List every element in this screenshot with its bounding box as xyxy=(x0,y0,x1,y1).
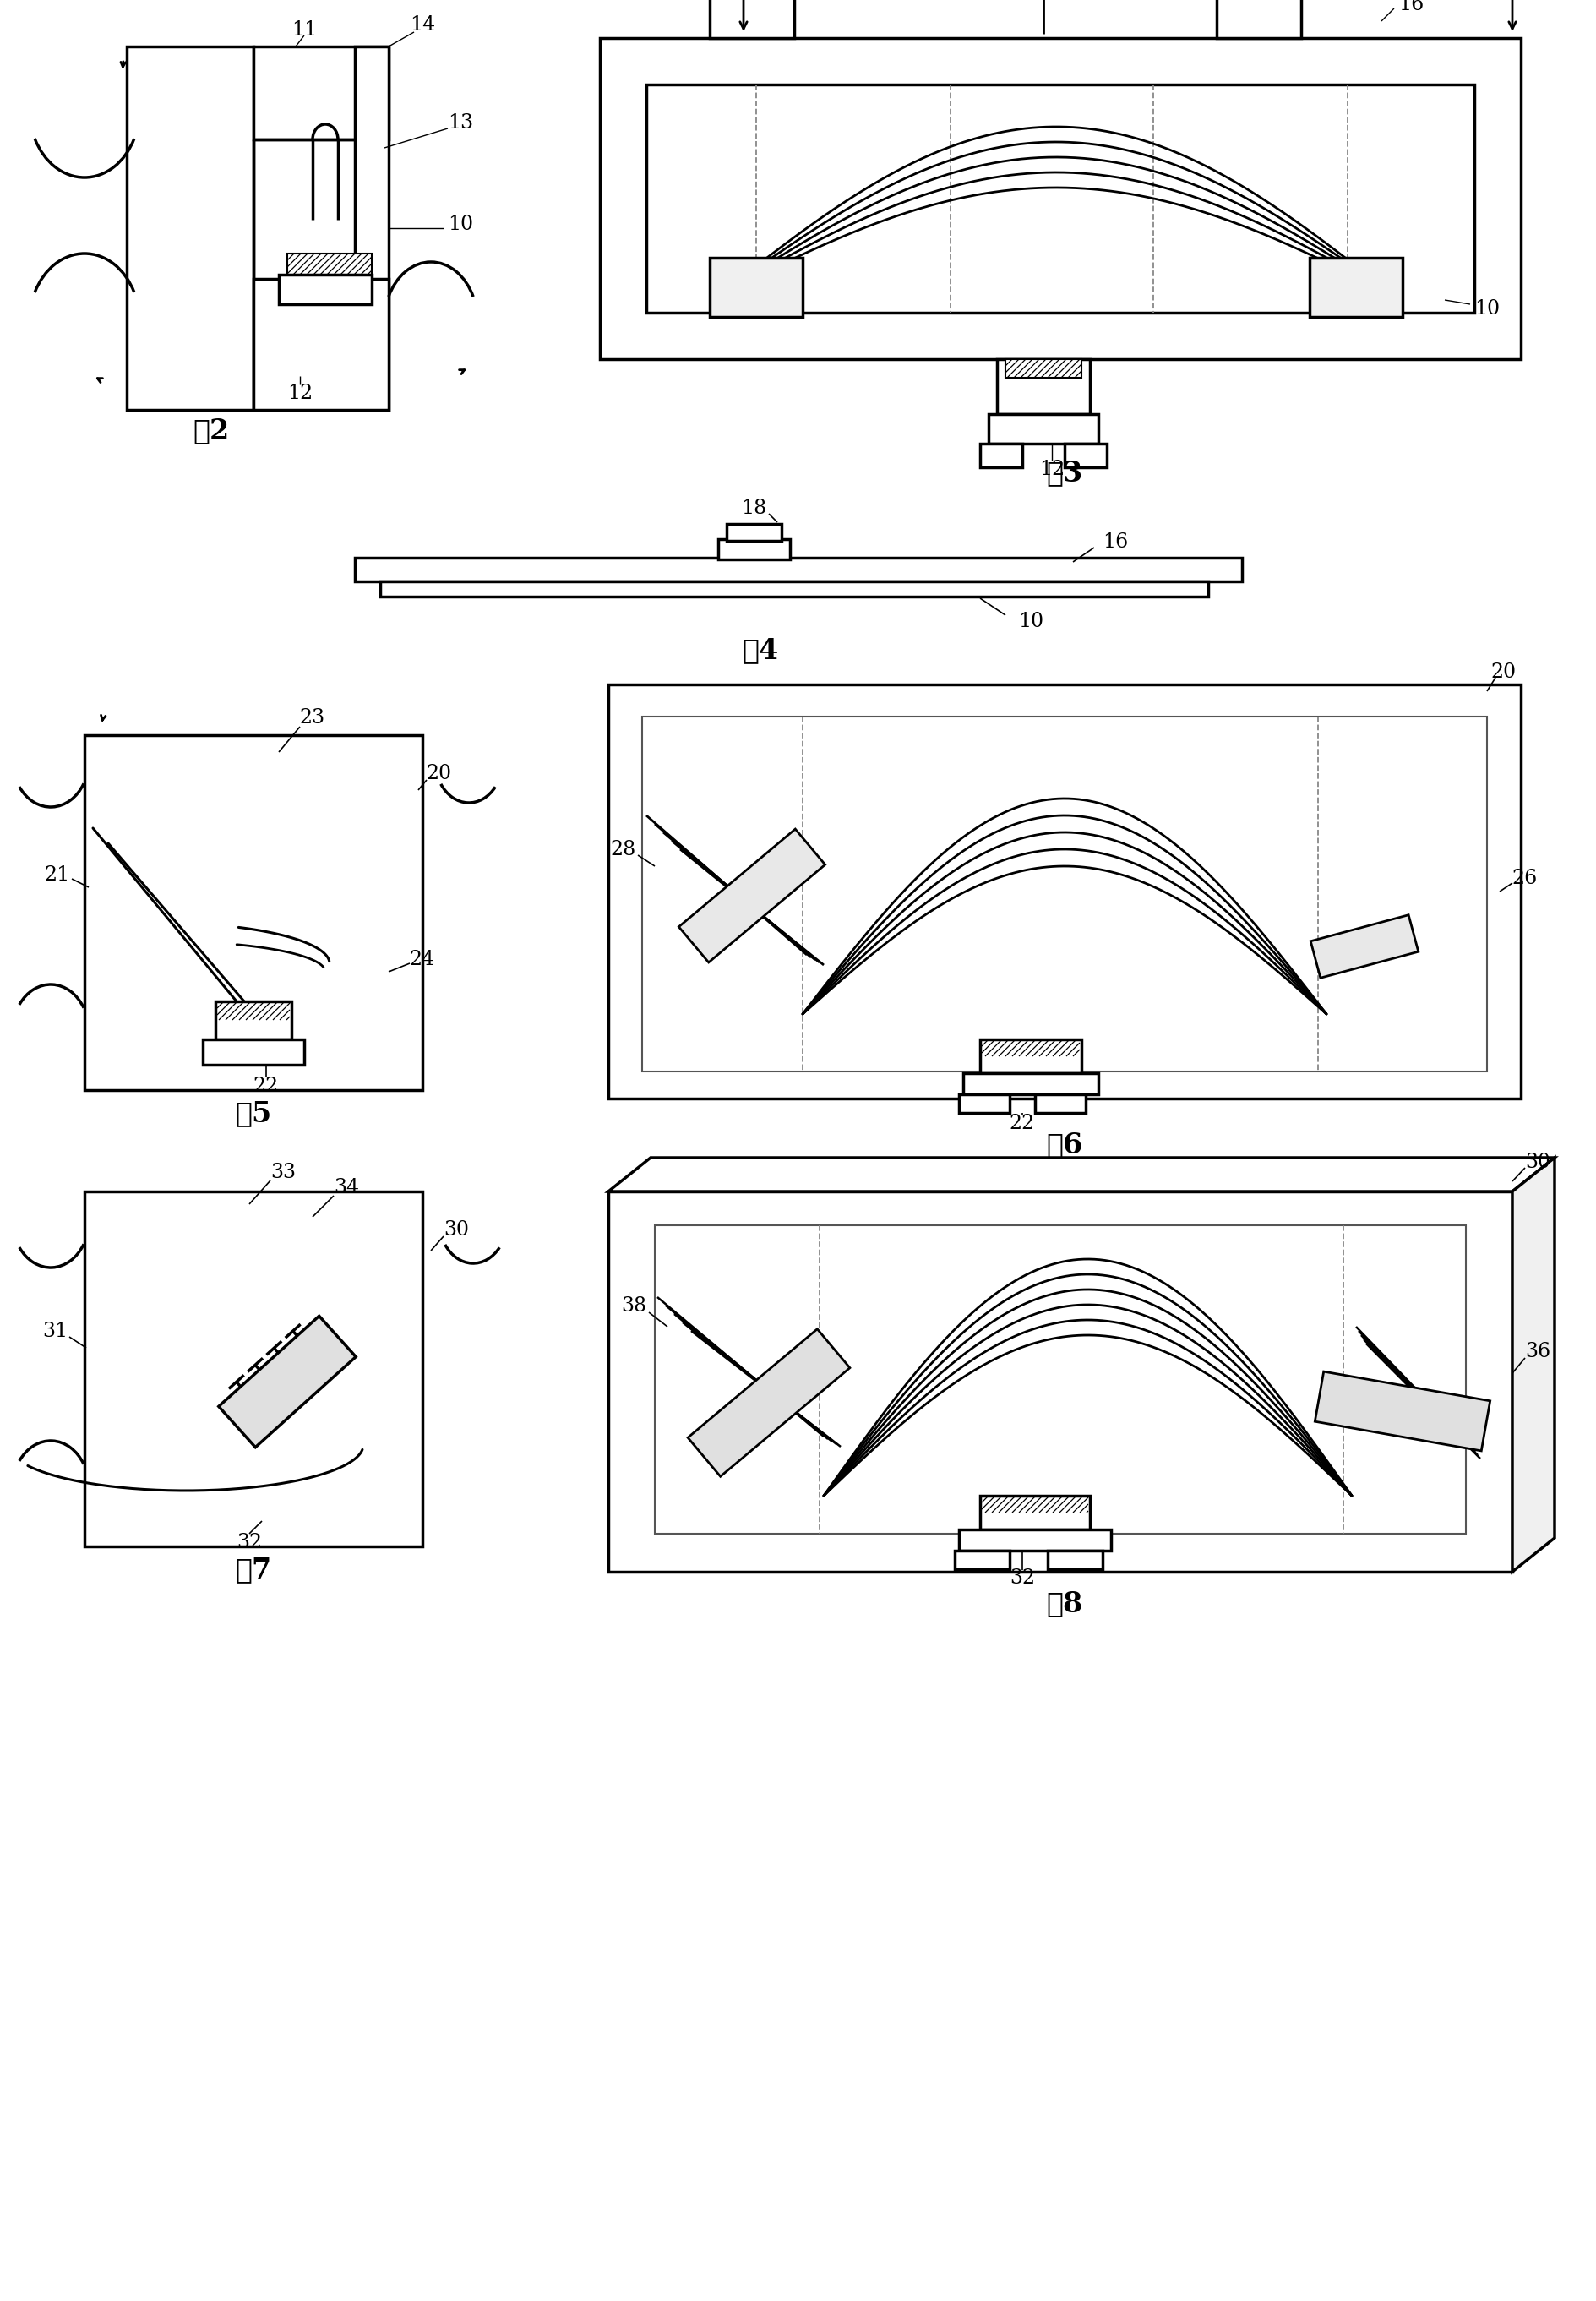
Polygon shape xyxy=(678,828,825,962)
Bar xyxy=(279,274,372,304)
Bar xyxy=(954,1551,1010,1569)
Bar xyxy=(1047,1551,1103,1569)
Text: 图3: 图3 xyxy=(1047,460,1082,488)
Bar xyxy=(962,1072,1098,1095)
Text: 23: 23 xyxy=(300,709,326,727)
Text: 18: 18 xyxy=(741,499,766,518)
Bar xyxy=(980,1040,1082,1072)
Text: 图8: 图8 xyxy=(1047,1590,1082,1618)
Text: 13: 13 xyxy=(448,113,472,131)
Bar xyxy=(726,525,782,541)
Text: 26: 26 xyxy=(1513,870,1539,888)
Text: 38: 38 xyxy=(621,1295,646,1316)
Bar xyxy=(642,716,1487,1072)
Polygon shape xyxy=(1315,1371,1491,1452)
Bar xyxy=(1065,444,1106,467)
Bar xyxy=(1310,258,1403,318)
Text: 图2: 图2 xyxy=(193,416,230,444)
Bar xyxy=(710,258,803,318)
Bar xyxy=(1216,0,1301,39)
Bar xyxy=(646,85,1475,313)
Text: 14: 14 xyxy=(410,16,436,35)
Bar xyxy=(608,683,1521,1098)
Bar xyxy=(254,46,389,140)
Text: 16: 16 xyxy=(1103,534,1128,552)
Text: 24: 24 xyxy=(410,950,436,969)
Text: 10: 10 xyxy=(1475,299,1500,318)
Bar xyxy=(1034,1095,1085,1114)
Bar xyxy=(959,1095,1010,1114)
Polygon shape xyxy=(1513,1157,1555,1572)
Text: 36: 36 xyxy=(1524,1341,1550,1362)
Text: 16: 16 xyxy=(1398,0,1424,14)
Text: 34: 34 xyxy=(334,1178,359,1197)
Bar xyxy=(654,1226,1465,1535)
Bar xyxy=(980,444,1023,467)
Bar xyxy=(354,557,1242,582)
Bar xyxy=(710,0,795,39)
Bar xyxy=(85,1192,423,1546)
Bar xyxy=(988,414,1098,444)
Bar xyxy=(718,538,790,559)
Bar xyxy=(85,736,423,1091)
Bar xyxy=(1005,359,1082,377)
Polygon shape xyxy=(688,1330,849,1477)
Text: 图6: 图6 xyxy=(1047,1132,1082,1160)
Text: 28: 28 xyxy=(611,840,637,858)
Text: 20: 20 xyxy=(1491,663,1516,681)
Bar xyxy=(608,1192,1513,1572)
Bar xyxy=(980,1496,1090,1530)
Text: 33: 33 xyxy=(270,1162,295,1183)
Text: 21: 21 xyxy=(45,865,70,884)
Bar xyxy=(354,46,389,410)
Polygon shape xyxy=(1310,916,1419,978)
Text: 图4: 图4 xyxy=(742,637,779,665)
Bar xyxy=(380,582,1208,596)
Text: 11: 11 xyxy=(292,21,318,39)
Text: 30: 30 xyxy=(1526,1153,1550,1171)
Text: 12: 12 xyxy=(1039,460,1065,479)
Text: 22: 22 xyxy=(254,1077,279,1095)
Text: 31: 31 xyxy=(41,1321,67,1341)
Text: 12: 12 xyxy=(287,384,313,403)
Bar xyxy=(126,46,254,410)
Text: 22: 22 xyxy=(1010,1114,1036,1134)
Bar xyxy=(287,253,372,274)
Text: 10: 10 xyxy=(448,214,472,235)
Bar xyxy=(203,1040,305,1065)
Polygon shape xyxy=(608,1157,1555,1192)
Text: 图7: 图7 xyxy=(235,1555,271,1583)
Bar xyxy=(215,1001,292,1040)
Bar xyxy=(254,278,389,410)
Bar xyxy=(997,359,1090,414)
Bar xyxy=(959,1530,1111,1551)
Bar xyxy=(600,39,1521,359)
Text: 30: 30 xyxy=(444,1220,469,1240)
Text: 32: 32 xyxy=(1010,1569,1036,1588)
Text: 图5: 图5 xyxy=(235,1100,271,1127)
Polygon shape xyxy=(219,1316,356,1447)
Text: 10: 10 xyxy=(1018,612,1044,630)
Text: 20: 20 xyxy=(426,764,452,782)
Text: 32: 32 xyxy=(236,1532,262,1551)
